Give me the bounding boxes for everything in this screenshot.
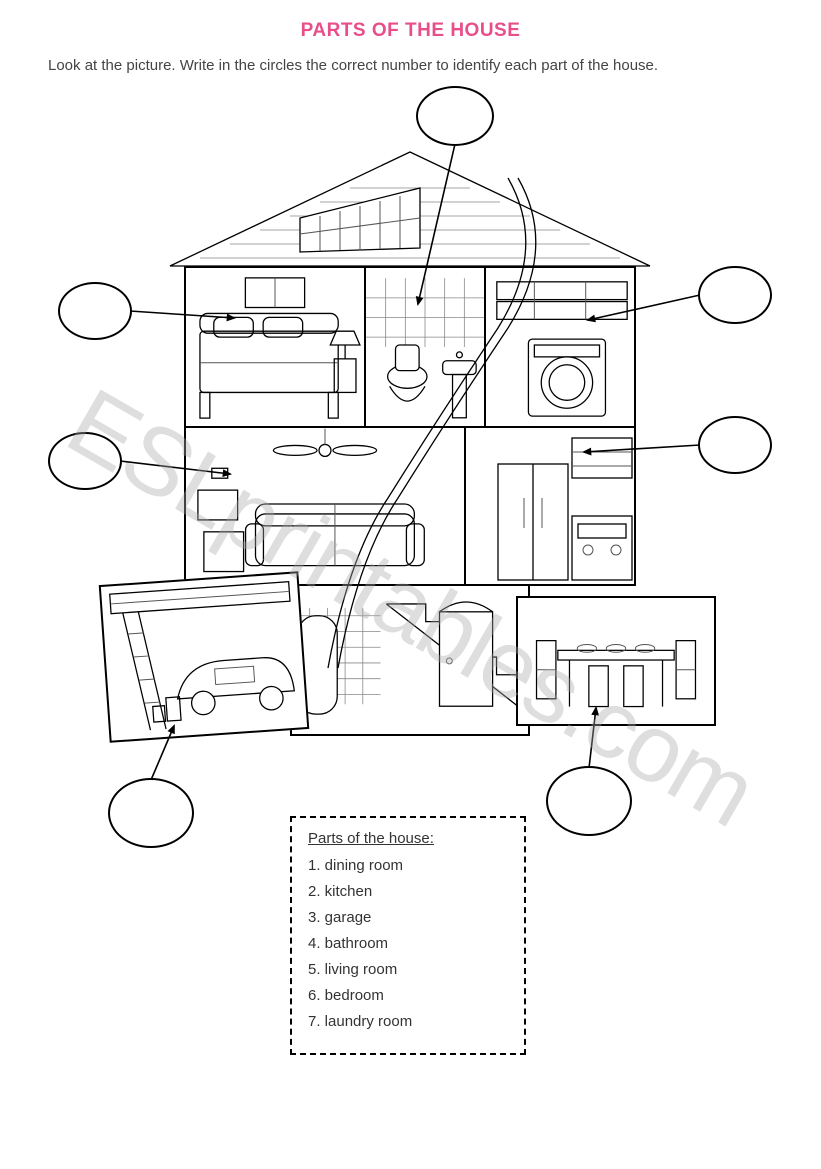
answer-circle-kitchen[interactable]	[698, 416, 772, 474]
worksheet-page: PARTS OF THE HOUSE Look at the picture. …	[0, 0, 821, 1169]
answer-circle-living[interactable]	[48, 432, 122, 490]
diagram-canvas: Parts of the house: 1. dining room2. kit…	[48, 86, 773, 1106]
answer-circle-dining[interactable]	[546, 766, 632, 836]
answer-circle-laundry[interactable]	[698, 266, 772, 324]
answer-circle-bedroom[interactable]	[58, 282, 132, 340]
worksheet-title: PARTS OF THE HOUSE	[48, 20, 773, 42]
instructions-text: Look at the picture. Write in the circle…	[48, 56, 773, 76]
leader-lines	[48, 86, 773, 1106]
answer-circle-bathroom[interactable]	[416, 86, 494, 146]
answer-circle-garage[interactable]	[108, 778, 194, 848]
